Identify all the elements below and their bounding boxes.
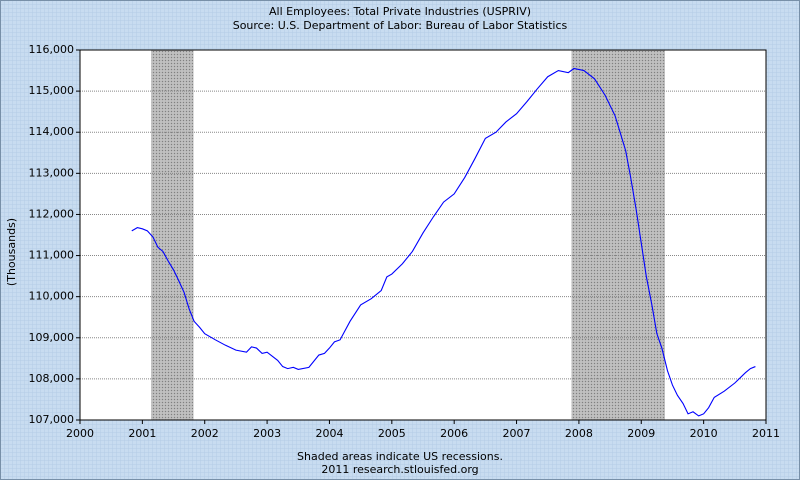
x-tick-label: 2002 — [191, 427, 219, 440]
chart-title: All Employees: Total Private Industries … — [269, 5, 531, 18]
x-tick-label: 2004 — [315, 427, 343, 440]
y-tick-label: 115,000 — [29, 84, 75, 97]
x-tick-label: 2011 — [752, 427, 780, 440]
chart-subtitle: Source: U.S. Department of Labor: Bureau… — [233, 19, 568, 32]
x-tick-label: 2001 — [128, 427, 156, 440]
x-tick-label: 2008 — [565, 427, 593, 440]
x-tick-label: 2003 — [253, 427, 281, 440]
y-tick-label: 107,000 — [29, 413, 75, 426]
plot: 107,000 108,000 109,000 110,000 111,000 112,0… — [29, 43, 781, 440]
x-tick-label: 2000 — [66, 427, 94, 440]
x-tick-label: 2007 — [503, 427, 531, 440]
plot-border — [79, 49, 767, 421]
y-tick-label: 114,000 — [29, 125, 75, 138]
x-tick-label: 2005 — [378, 427, 406, 440]
y-tick-label: 112,000 — [29, 207, 75, 220]
y-tick-label: 111,000 — [29, 249, 75, 262]
x-tick-label: 2010 — [690, 427, 718, 440]
x-tick-label: 2009 — [627, 427, 655, 440]
y-tick-label: 110,000 — [29, 290, 75, 303]
recession-band — [151, 50, 194, 420]
note: Shaded areas indicate US recessions. — [297, 450, 503, 463]
y-axis-label: (Thousands) — [5, 218, 18, 286]
y-tick-label: 108,000 — [29, 372, 75, 385]
note: 2011 research.stlouisfed.org — [321, 463, 478, 476]
recession-band — [571, 50, 665, 420]
y-tick-label: 116,000 — [29, 43, 75, 56]
y-tick-label: 109,000 — [29, 331, 75, 344]
data-line — [131, 67, 756, 417]
y-tick-label: 113,000 — [29, 166, 75, 179]
x-tick-label: 2006 — [440, 427, 468, 440]
